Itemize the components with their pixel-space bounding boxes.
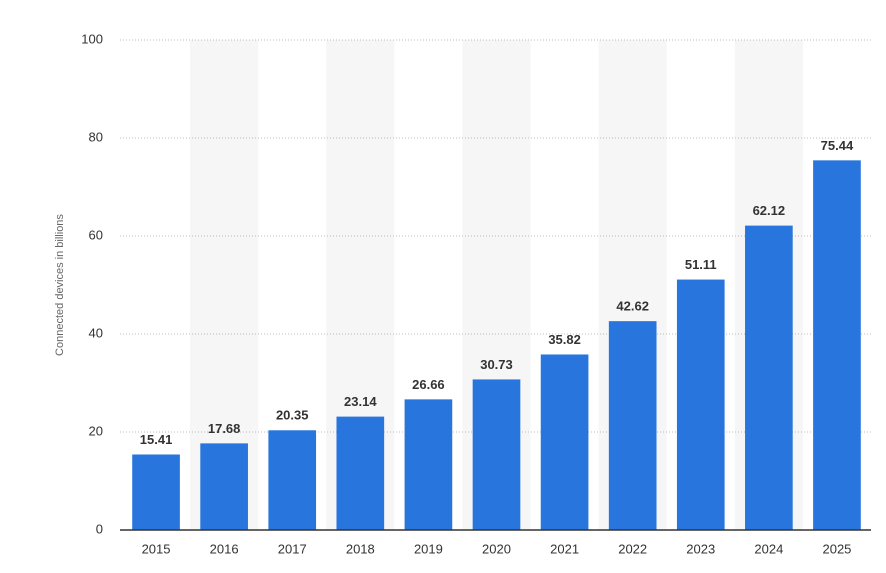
bar <box>268 430 317 530</box>
value-label: 75.44 <box>821 138 854 153</box>
bar <box>404 399 453 530</box>
bar <box>472 379 521 530</box>
y-tick-label: 80 <box>89 129 103 144</box>
x-tick-label: 2016 <box>210 541 239 556</box>
y-tick-label: 60 <box>89 227 103 242</box>
value-label: 26.66 <box>412 377 445 392</box>
value-label: 30.73 <box>480 357 513 372</box>
bar <box>132 454 180 530</box>
x-tick-label: 2025 <box>822 541 851 556</box>
value-label: 62.12 <box>753 203 786 218</box>
bar <box>745 225 793 530</box>
y-axis-label: Connected devices in billions <box>54 214 66 356</box>
x-tick-label: 2017 <box>278 541 307 556</box>
value-label: 35.82 <box>548 332 581 347</box>
x-tick-label: 2015 <box>142 541 171 556</box>
value-label: 23.14 <box>344 394 377 409</box>
y-tick-label: 0 <box>96 521 103 536</box>
x-tick-label: 2023 <box>686 541 715 556</box>
y-tick-label: 40 <box>89 325 103 340</box>
bar <box>676 279 725 530</box>
bar <box>336 416 385 530</box>
bar <box>608 321 657 530</box>
x-tick-label: 2024 <box>754 541 783 556</box>
value-label: 15.41 <box>140 432 173 447</box>
x-tick-label: 2019 <box>414 541 443 556</box>
x-tick-label: 2018 <box>346 541 375 556</box>
value-label: 42.62 <box>616 299 649 314</box>
x-tick-label: 2020 <box>482 541 511 556</box>
x-tick-label: 2021 <box>550 541 579 556</box>
y-tick-label: 100 <box>81 31 103 46</box>
bar <box>540 354 589 530</box>
bar <box>813 160 861 530</box>
value-label: 51.11 <box>685 257 717 272</box>
y-tick-label: 20 <box>89 423 103 438</box>
value-label: 17.68 <box>208 421 241 436</box>
x-tick-label: 2022 <box>618 541 647 556</box>
value-label: 20.35 <box>276 408 309 423</box>
bar <box>200 443 248 530</box>
